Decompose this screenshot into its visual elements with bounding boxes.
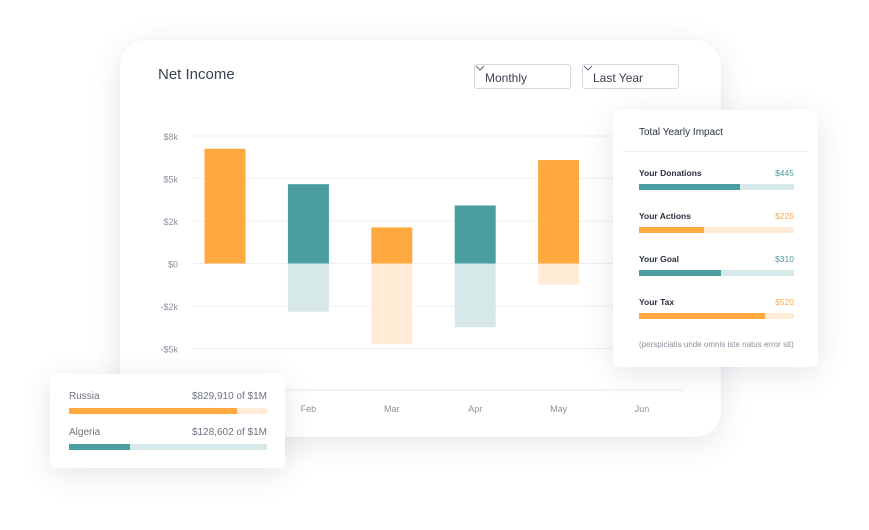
row-label: Your Goal <box>639 254 679 264</box>
row-amount: $520 <box>775 297 794 307</box>
bar <box>371 227 413 264</box>
y-tick-label: $5k <box>163 175 178 185</box>
chevron <box>475 65 485 71</box>
separator <box>623 151 808 152</box>
row-label: Russia <box>69 391 100 402</box>
dropdown-label: Monthly <box>485 71 528 85</box>
progress-row: Algeria $128,602 of $1M <box>69 427 267 450</box>
x-tick-label: Jun <box>635 404 650 414</box>
note: (perspiciatis unde omnis iste natus erro… <box>639 340 794 349</box>
progress-fill <box>639 313 765 319</box>
row-label: Your Tax <box>639 297 675 307</box>
progress-track <box>639 227 794 233</box>
progress-fill <box>639 184 740 190</box>
country-card: Russia $829,910 of $1M Algeria $128,602 of … <box>50 374 285 468</box>
row-amount: $445 <box>775 168 794 178</box>
dropdown[interactable]: Last Year <box>582 64 679 89</box>
progress-row: Your Goal $310 <box>639 254 794 276</box>
x-tick-label: Mar <box>384 404 400 414</box>
bar <box>287 263 329 312</box>
progress-row: Russia $829,910 of $1M <box>69 391 267 414</box>
row-amount: $310 <box>775 254 794 264</box>
progress-fill <box>69 444 131 450</box>
progress-track <box>639 270 794 276</box>
x-tick-label: Feb <box>301 404 317 414</box>
x-tick-label: May <box>550 404 568 414</box>
progress-track <box>69 408 267 414</box>
row-amount: $128,602 of $1M <box>191 427 267 438</box>
impact-card: Total Yearly Impact (perspiciatis unde o… <box>613 110 818 367</box>
x-tick-label: Apr <box>468 404 482 414</box>
progress-row: Your Donations $445 <box>639 168 794 190</box>
bar <box>538 263 580 285</box>
progress-fill <box>639 270 722 276</box>
row-label: Your Actions <box>639 211 691 221</box>
card-title: Total Yearly Impact <box>639 127 723 138</box>
bar <box>454 205 496 264</box>
row-amount: $829,910 of $1M <box>191 391 267 402</box>
progress-row: Your Actions $225 <box>639 211 794 233</box>
bar <box>454 263 496 328</box>
row-label: Algeria <box>69 427 101 438</box>
y-tick-label: $0 <box>168 260 178 270</box>
progress-track <box>639 313 794 319</box>
row-amount: $225 <box>775 211 794 221</box>
bar <box>371 263 413 345</box>
bar <box>287 184 329 264</box>
bar <box>204 148 246 264</box>
chevron <box>583 65 593 71</box>
y-tick-label: $8k <box>163 132 178 142</box>
progress-track <box>639 184 794 190</box>
y-tick-label: -$2k <box>160 302 178 312</box>
y-tick-label: -$5k <box>160 345 178 355</box>
progress-fill <box>69 408 238 414</box>
progress-row: Your Tax $520 <box>639 297 794 319</box>
dropdown-label: Last Year <box>593 71 644 85</box>
card-title: Net Income <box>158 66 235 83</box>
bar <box>538 160 580 264</box>
y-tick-label: $2k <box>163 217 178 227</box>
dropdown[interactable]: Monthly <box>474 64 571 89</box>
progress-track <box>69 444 267 450</box>
row-label: Your Donations <box>639 168 702 178</box>
progress-fill <box>639 227 705 233</box>
